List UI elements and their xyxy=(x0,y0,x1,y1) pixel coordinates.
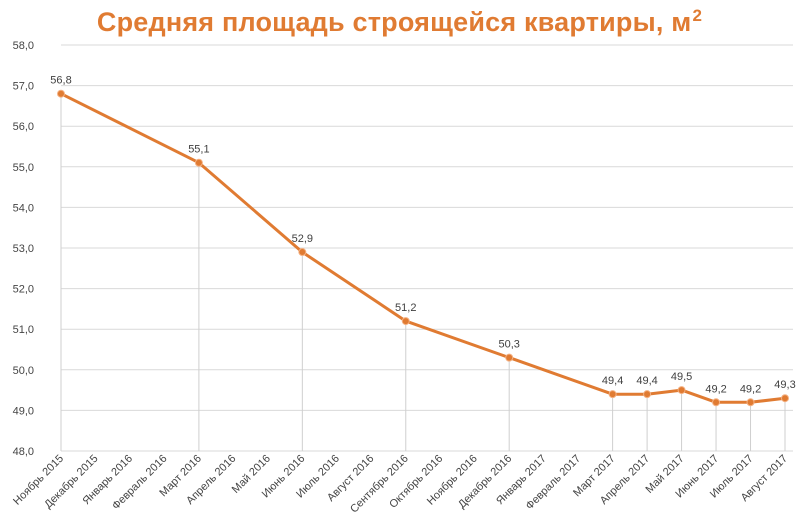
y-tick-label: 57,0 xyxy=(13,81,34,93)
data-label: 49,4 xyxy=(636,375,657,387)
data-label: 51,2 xyxy=(395,302,416,314)
y-tick-label: 49,0 xyxy=(13,405,34,417)
title-superscript: 2 xyxy=(692,6,703,25)
data-label: 49,3 xyxy=(774,379,795,391)
data-point xyxy=(298,248,307,257)
y-tick-label: 51,0 xyxy=(13,324,34,336)
data-point xyxy=(608,390,617,399)
y-tick-label: 55,0 xyxy=(13,162,34,174)
data-label: 49,2 xyxy=(740,383,761,395)
y-tick-label: 54,0 xyxy=(13,202,34,214)
data-point xyxy=(401,317,410,326)
y-tick-label: 53,0 xyxy=(13,243,34,255)
data-label: 52,9 xyxy=(292,233,313,245)
chart-title: Средняя площадь строящейся квартиры, м2 xyxy=(96,6,703,37)
y-tick-label: 48,0 xyxy=(13,446,34,458)
y-tick-label: 56,0 xyxy=(13,121,34,133)
data-label: 55,1 xyxy=(188,144,209,156)
data-point xyxy=(57,89,65,98)
data-label: 50,3 xyxy=(498,339,519,351)
y-tick-label: 50,0 xyxy=(13,365,34,377)
data-label: 49,4 xyxy=(602,375,623,387)
y-tick-label: 52,0 xyxy=(13,284,34,296)
data-label: 49,2 xyxy=(705,383,726,395)
data-point xyxy=(643,390,652,399)
data-point xyxy=(746,398,755,407)
data-label: 56,8 xyxy=(50,75,71,87)
data-point xyxy=(194,158,203,167)
y-tick-label: 58,0 xyxy=(13,40,34,52)
data-label: 49,5 xyxy=(671,371,692,383)
data-point xyxy=(781,394,789,403)
data-point xyxy=(505,353,514,362)
data-point xyxy=(677,386,686,395)
data-point xyxy=(712,398,721,407)
